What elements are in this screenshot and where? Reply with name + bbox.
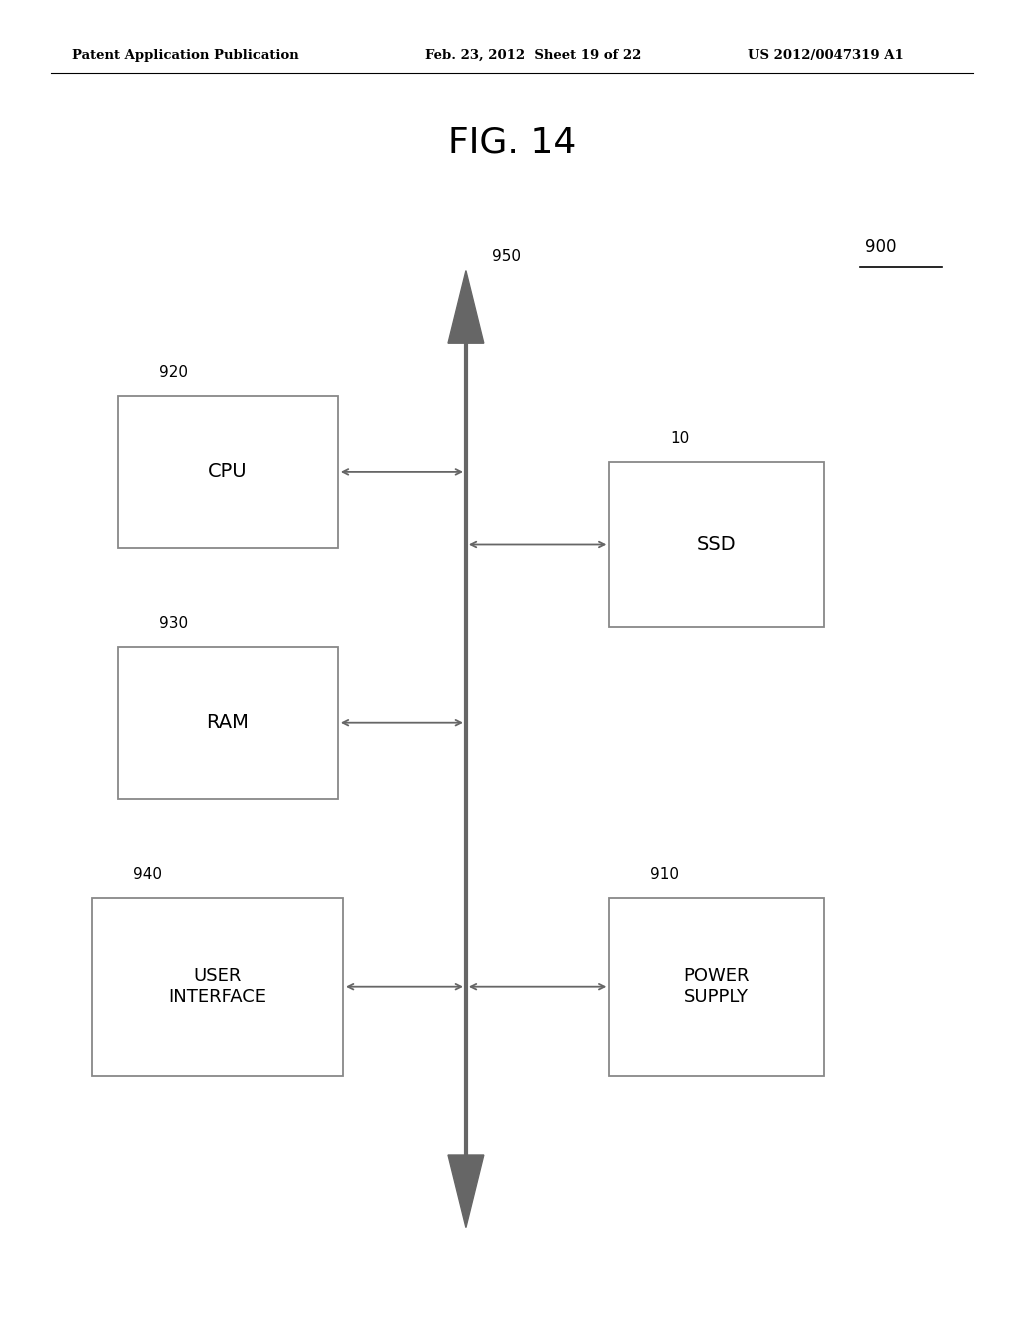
Text: US 2012/0047319 A1: US 2012/0047319 A1 (748, 49, 903, 62)
Text: Feb. 23, 2012  Sheet 19 of 22: Feb. 23, 2012 Sheet 19 of 22 (425, 49, 641, 62)
Text: 920: 920 (159, 366, 187, 380)
Text: 930: 930 (159, 616, 187, 631)
Text: 910: 910 (650, 867, 679, 882)
Text: USER
INTERFACE: USER INTERFACE (169, 968, 266, 1006)
Bar (609, 898, 824, 1076)
Text: 950: 950 (492, 249, 520, 264)
Bar (118, 396, 338, 548)
Text: CPU: CPU (208, 462, 248, 482)
Text: 940: 940 (133, 867, 162, 882)
Text: Patent Application Publication: Patent Application Publication (72, 49, 298, 62)
FancyArrow shape (449, 1155, 484, 1228)
Text: 10: 10 (671, 432, 690, 446)
Bar (118, 647, 338, 799)
Bar (609, 462, 824, 627)
Text: POWER
SUPPLY: POWER SUPPLY (684, 968, 750, 1006)
FancyArrow shape (449, 271, 484, 343)
Text: RAM: RAM (207, 713, 249, 733)
Text: SSD: SSD (697, 535, 736, 554)
Bar (92, 898, 343, 1076)
Text: FIG. 14: FIG. 14 (447, 125, 577, 160)
Text: 900: 900 (865, 238, 897, 256)
